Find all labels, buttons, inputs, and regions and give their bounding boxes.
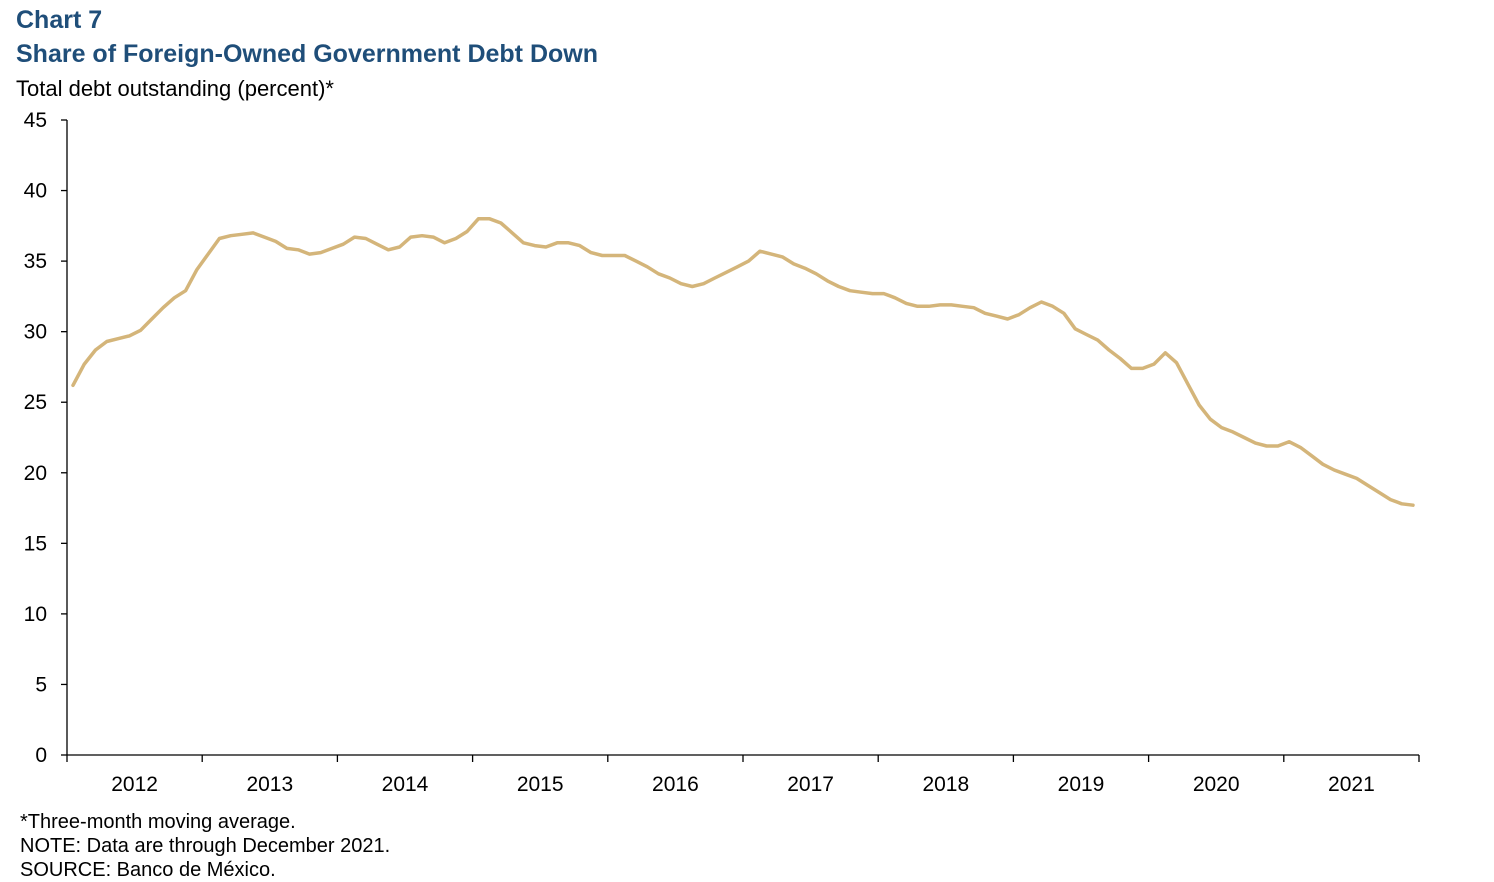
x-tick-label: 2019 bbox=[1058, 773, 1105, 796]
chart-number: Chart 7 bbox=[16, 6, 103, 34]
x-tick-label: 2017 bbox=[787, 773, 834, 796]
y-tick-label: 10 bbox=[24, 603, 47, 626]
x-tick-label: 2018 bbox=[922, 773, 969, 796]
chart-title: Share of Foreign-Owned Government Debt D… bbox=[16, 40, 598, 68]
y-tick-label: 15 bbox=[24, 532, 47, 555]
y-tick-label: 35 bbox=[24, 250, 47, 273]
x-tick-label: 2015 bbox=[517, 773, 564, 796]
y-tick-label: 40 bbox=[24, 180, 47, 203]
x-tick-label: 2014 bbox=[382, 773, 429, 796]
x-tick-label: 2013 bbox=[246, 773, 293, 796]
footnote: *Three-month moving average. bbox=[20, 811, 296, 833]
y-tick-label: 0 bbox=[35, 744, 47, 767]
y-tick-label: 45 bbox=[24, 109, 47, 132]
y-tick-label: 20 bbox=[24, 462, 47, 485]
x-tick-label: 2021 bbox=[1328, 773, 1375, 796]
series-line bbox=[71, 217, 1415, 507]
y-tick-label: 25 bbox=[24, 391, 47, 414]
x-tick-label: 2012 bbox=[111, 773, 158, 796]
x-tick-label: 2020 bbox=[1193, 773, 1240, 796]
chart-notes: *Three-month moving average. NOTE: Data … bbox=[20, 810, 390, 882]
line-chart: 0 5 10 15 20 25 30 35 40 45 2012 2013 2014 2015 2016 20… bbox=[24, 109, 1420, 796]
y-tick-label: 30 bbox=[24, 321, 47, 344]
source: SOURCE: Banco de México. bbox=[20, 859, 276, 881]
x-tick-label: 2016 bbox=[652, 773, 699, 796]
y-axis-label: Total debt outstanding (percent)* bbox=[16, 76, 334, 101]
note: NOTE: Data are through December 2021. bbox=[20, 835, 391, 857]
y-tick-label: 5 bbox=[35, 673, 47, 696]
